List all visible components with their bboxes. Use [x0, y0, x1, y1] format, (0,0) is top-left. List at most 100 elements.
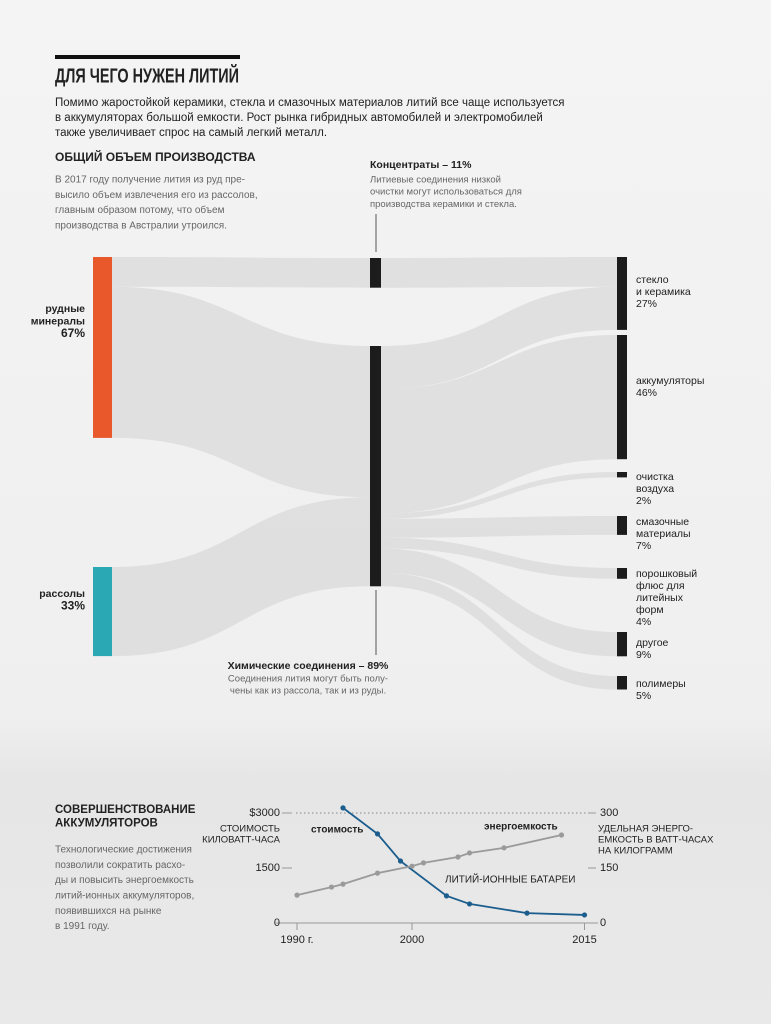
target-label: флюс для [636, 580, 685, 592]
flow [381, 537, 617, 579]
target-bar [617, 632, 627, 657]
description-line: главным образом потому, что объем [55, 204, 225, 216]
y2-axis-title: НА КИЛОГРАММ [598, 846, 673, 857]
series-point [294, 892, 300, 898]
description-line: ды и повысить энергоемкость [55, 875, 194, 886]
description-line: появившихся на рынке [55, 906, 162, 917]
series-line [296, 834, 562, 897]
flow [381, 287, 617, 632]
source-bar [93, 567, 112, 657]
series-point [328, 884, 335, 890]
y2-tick-label: 150 [600, 862, 618, 874]
target-label: и керамика [636, 286, 691, 298]
source-label: рудные [45, 303, 85, 315]
target-bar [617, 516, 627, 535]
series-point [374, 831, 381, 837]
intro-line: в аккумуляторах большой емкости. Рост ры… [55, 112, 543, 124]
target-value-label: 27% [636, 298, 657, 310]
target-value-label: 2% [636, 495, 651, 507]
intro-line: Помимо жаростойкой керамики, стекла и см… [55, 97, 564, 109]
series-point [409, 863, 415, 869]
description-line: литий-ионных аккумуляторов, [55, 891, 194, 902]
series-point [581, 912, 588, 918]
target-label: материалы [636, 528, 691, 540]
description-line: позволили сократить расхо- [55, 860, 185, 871]
page-title: ДЛЯ ЧЕГО НУЖЕН ЛИТИЙ [55, 63, 239, 87]
series-point [558, 832, 565, 838]
series-point [524, 910, 530, 916]
series-point [455, 854, 461, 860]
section-title: АККУМУЛЯТОРОВ [55, 818, 158, 830]
source-label: рассолы [39, 588, 85, 600]
x-tick-label: 1990 г. [280, 934, 313, 946]
target-label: аккумуляторы [636, 375, 704, 387]
y-axis-title: СТОИМОСТЬ [220, 824, 280, 835]
target-label: литейных [636, 592, 684, 604]
target-label: порошковый [636, 568, 697, 580]
flow [381, 572, 617, 690]
intro-line: также увеличивает спрос на самый легкий … [55, 127, 327, 139]
y-tick-label: 1500 [256, 862, 280, 874]
target-label: форм [636, 604, 664, 616]
flow [381, 257, 617, 288]
stage-note: Литиевые соединения низкой [370, 175, 501, 186]
section-title: ОБЩИЙ ОБЪЕМ ПРОИЗВОДСТВА [55, 149, 256, 164]
flow [381, 286, 617, 390]
target-value-label: 4% [636, 616, 651, 628]
target-bar [617, 472, 627, 478]
source-value-label: 33% [61, 599, 85, 613]
stage-note: чены как из рассола, так и из руды. [230, 686, 386, 697]
stage-note: производства керамики и стекла. [370, 199, 517, 210]
target-bar [617, 257, 627, 330]
series-point [420, 860, 427, 866]
target-bar [617, 568, 627, 579]
y2-tick-label: 300 [600, 807, 618, 819]
y2-axis-title: УДЕЛЬНАЯ ЭНЕРГО- [598, 824, 693, 835]
description-line: В 2017 году получение лития из руд пре- [55, 175, 245, 186]
source-value-label: 67% [61, 326, 85, 340]
description-line: высило объем извлечения его из рассолов, [55, 189, 258, 201]
source-bar [93, 257, 112, 438]
stage-bar [370, 258, 381, 288]
flow [112, 497, 370, 657]
series-label: стоимость [311, 825, 363, 836]
stage-bar [370, 346, 381, 587]
series-point [340, 805, 346, 811]
title-rule [55, 55, 240, 59]
series-point [443, 893, 450, 899]
stage-note: Соединения лития могут быть полу- [228, 674, 388, 685]
target-value-label: 5% [636, 690, 651, 702]
flow [112, 286, 370, 498]
target-value-label: 7% [636, 540, 651, 552]
target-label: воздуха [636, 483, 674, 495]
description-line: производства в Австралии утроился. [55, 221, 227, 232]
source-label: минералы [31, 315, 85, 327]
description-line: Технологические достижения [55, 845, 192, 856]
target-label: другое [636, 637, 669, 649]
flow [381, 287, 617, 676]
flow [381, 335, 617, 514]
y-tick-label: $3000 [249, 807, 280, 819]
annotation: ЛИТИЙ-ИОННЫЕ БАТАРЕИ [445, 873, 575, 886]
target-bar [617, 335, 627, 460]
series-point [340, 881, 346, 887]
flow [381, 472, 617, 519]
target-label: смазочные [636, 516, 689, 528]
target-label: очистка [636, 471, 674, 483]
series-point [397, 858, 404, 864]
target-bar [617, 676, 627, 690]
series-point [374, 870, 381, 876]
stage-label: Химические соединения – 89% [228, 660, 389, 672]
y2-tick-label: 0 [600, 917, 606, 929]
description-line: в 1991 году. [55, 921, 110, 932]
y2-axis-title: ЕМКОСТЬ В ВАТТ-ЧАСАХ [598, 835, 714, 846]
target-label: полимеры [636, 678, 686, 690]
x-tick-label: 2000 [400, 934, 424, 946]
series-point [466, 850, 473, 856]
target-label: стекло [636, 274, 669, 286]
flow [381, 548, 617, 657]
series-point [466, 901, 473, 907]
stage-label: Концентраты – 11% [370, 159, 472, 171]
flow [112, 257, 370, 288]
